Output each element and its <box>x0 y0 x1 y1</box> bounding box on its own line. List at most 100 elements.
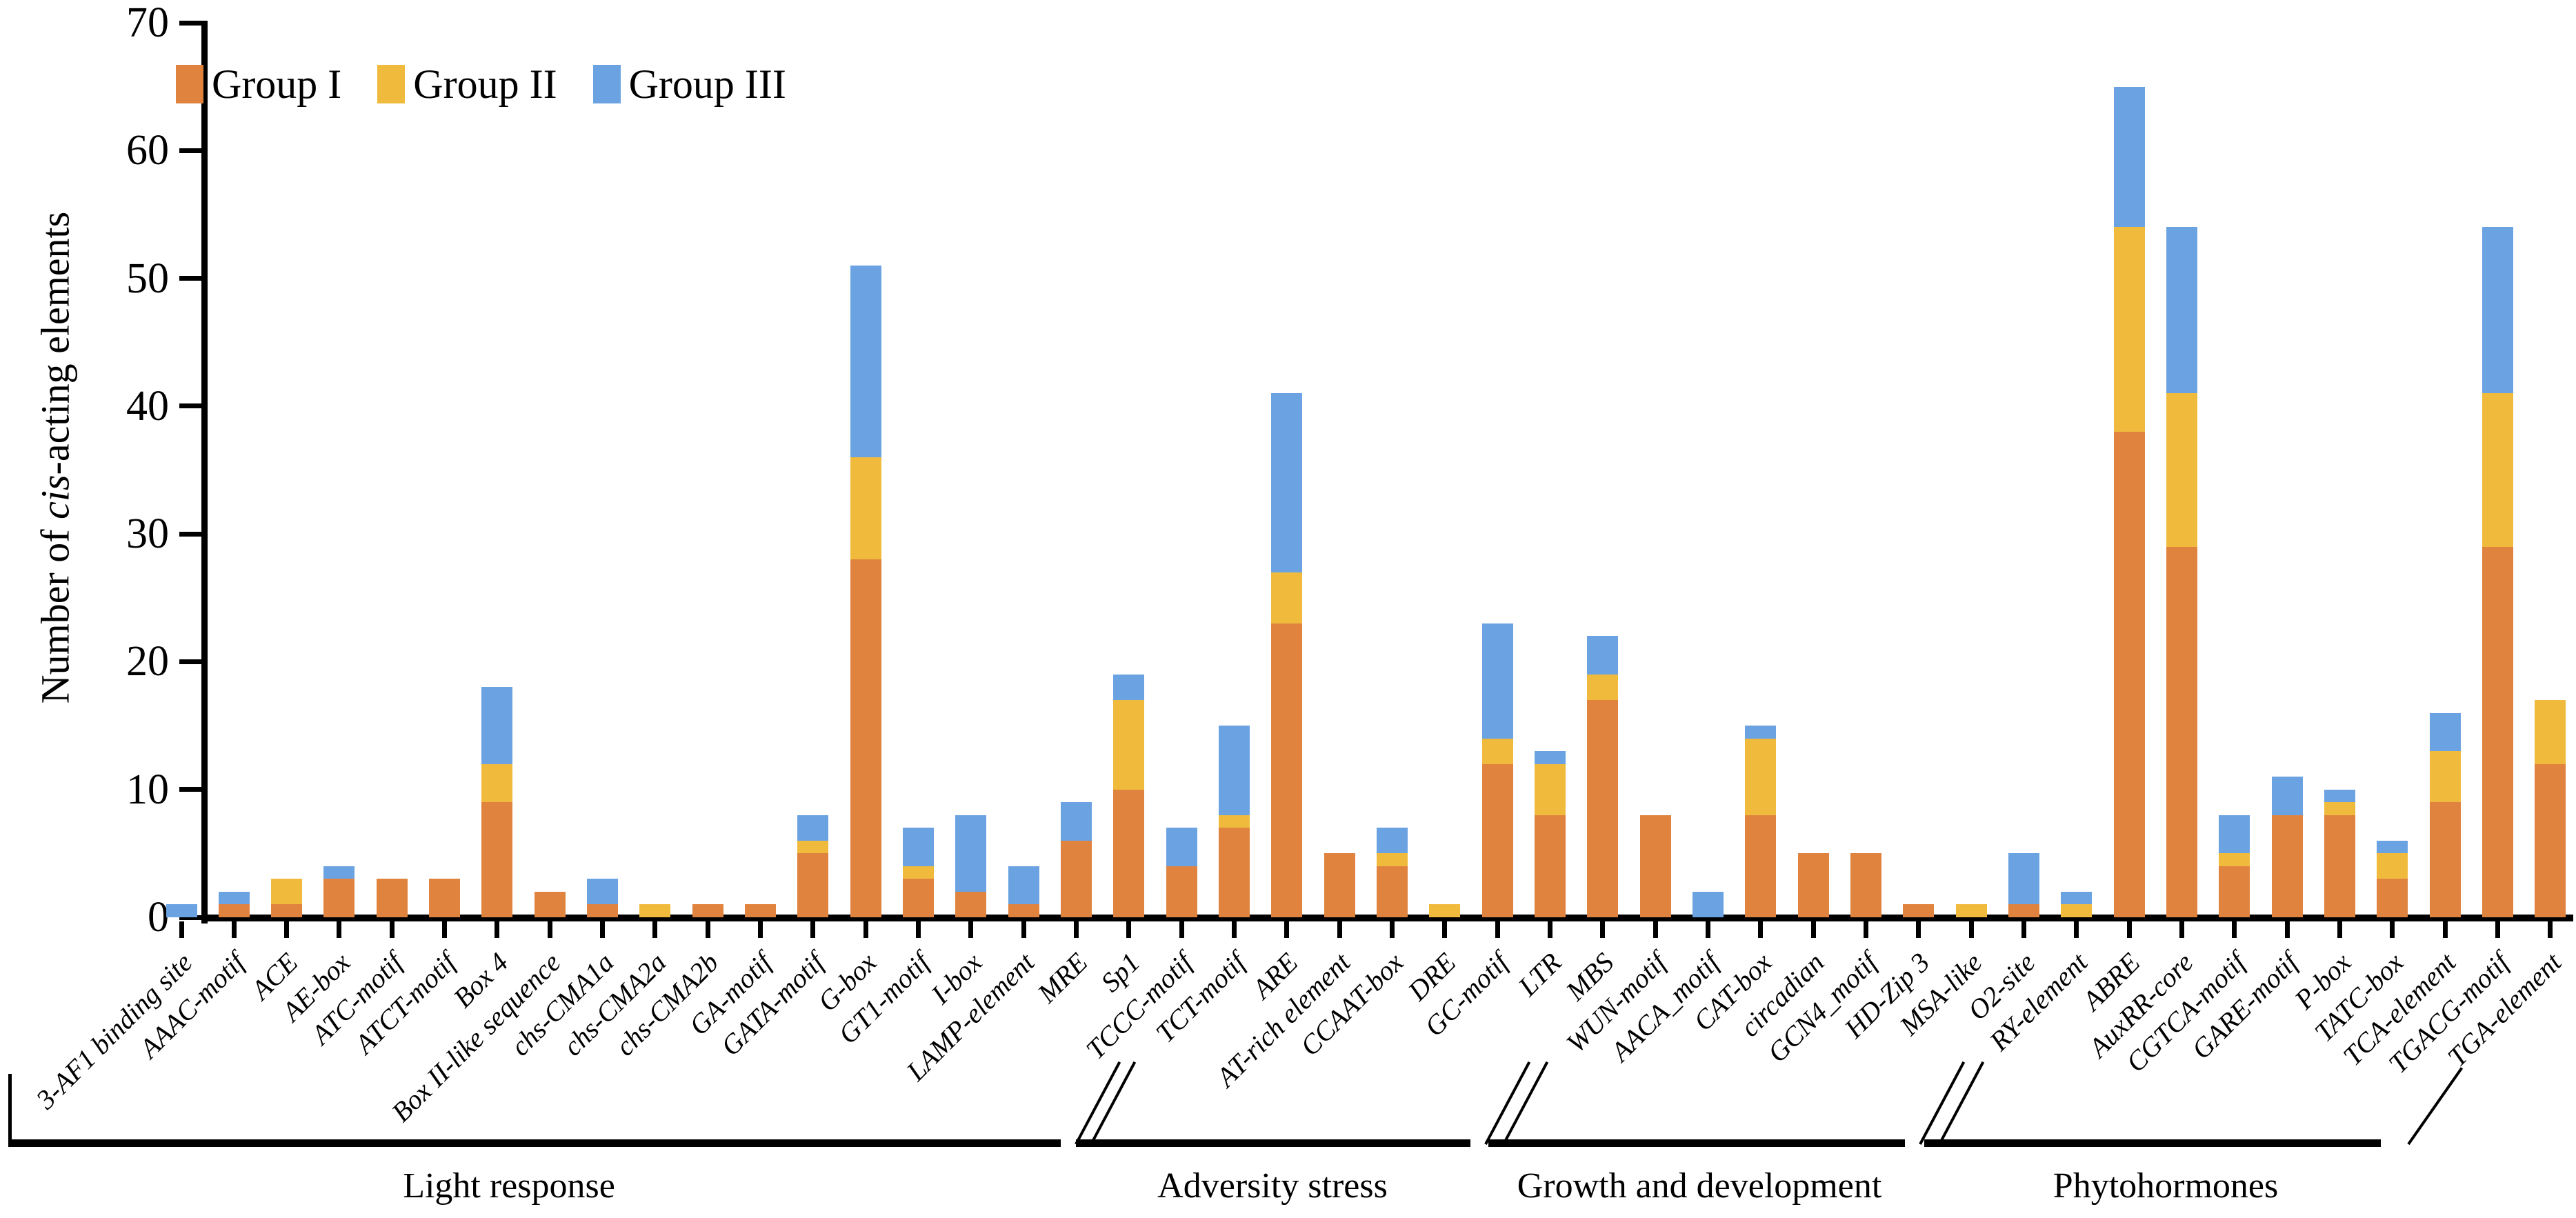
x-tick <box>2548 921 2553 938</box>
y-tick <box>179 659 202 664</box>
x-tick <box>1074 921 1079 938</box>
group-bracket <box>8 1139 1061 1147</box>
bar-segment-group-i <box>2219 866 2250 917</box>
bar-segment-group-iii <box>2008 853 2040 905</box>
y-tick-label: 30 <box>126 510 169 558</box>
bar-segment-group-iii <box>587 879 619 905</box>
bar-segment-group-ii <box>797 840 829 854</box>
x-tick <box>1232 921 1237 938</box>
bar-segment-group-ii <box>2324 802 2356 815</box>
bar-segment-group-i <box>323 879 355 917</box>
x-tick <box>547 921 552 938</box>
bar-segment-group-ii <box>1113 700 1145 790</box>
bar-segment-group-iii <box>797 815 829 841</box>
bar-segment-group-i <box>1166 866 1197 917</box>
legend: Group I Group II Group III <box>176 63 822 105</box>
legend-item: Group II <box>377 63 557 105</box>
bar-segment-group-i <box>1535 815 1566 917</box>
bar-segment-group-i <box>429 879 461 917</box>
bar-segment-group-ii <box>2429 751 2461 803</box>
x-tick <box>1284 921 1290 938</box>
group-bracket <box>1924 1139 2381 1147</box>
y-tick-label: 50 <box>126 254 169 302</box>
bar-segment-group-iii <box>1587 636 1619 675</box>
bar-segment-group-i <box>2324 815 2356 917</box>
bar-segment-group-i <box>2113 431 2145 917</box>
bar-segment-group-i <box>745 904 777 917</box>
bar-segment-group-i <box>2429 802 2461 917</box>
bar-segment-group-iii <box>903 828 935 866</box>
x-tick <box>916 921 921 938</box>
y-tick-label: 70 <box>126 0 169 46</box>
bar-segment-group-ii <box>2166 393 2198 547</box>
x-tick <box>495 921 500 938</box>
bar-segment-group-iii <box>2219 815 2250 854</box>
bar-segment-group-i <box>1797 853 1829 917</box>
y-tick-label: 0 <box>148 894 169 941</box>
bar-segment-group-i <box>2271 815 2303 917</box>
bar-segment-group-i <box>1903 904 1935 917</box>
x-tick <box>1968 921 1974 938</box>
bar-segment-group-iii <box>1166 828 1197 866</box>
y-tick <box>179 531 202 537</box>
y-tick-label: 10 <box>126 766 169 813</box>
bar-segment-group-iii <box>323 866 355 879</box>
bar-segment-group-ii <box>639 904 671 917</box>
bar-segment-group-i <box>955 891 987 917</box>
bar-segment-group-ii <box>2535 700 2566 764</box>
y-tick-label: 40 <box>126 382 169 430</box>
y-tick-label: 20 <box>126 638 169 686</box>
bar-segment-group-ii <box>2482 393 2514 547</box>
x-tick <box>705 921 710 938</box>
x-tick <box>2390 921 2395 938</box>
group-label: Adversity stress <box>1157 1166 1388 1206</box>
bar-segment-group-i <box>1271 623 1303 917</box>
y-axis-line <box>201 21 208 924</box>
x-tick <box>2074 921 2079 938</box>
bar-segment-group-i <box>1113 789 1145 917</box>
bar-segment-group-iii <box>1481 623 1513 739</box>
y-tick <box>179 20 202 26</box>
bar-segment-group-i <box>2482 546 2514 917</box>
legend-label: Group I <box>212 61 342 107</box>
bar-segment-group-ii <box>1429 904 1461 917</box>
bar-segment-group-i <box>692 904 723 917</box>
x-tick <box>2126 921 2132 938</box>
x-tick <box>600 921 606 938</box>
x-tick <box>652 921 658 938</box>
x-tick <box>389 921 395 938</box>
bar-segment-group-i <box>2166 546 2198 917</box>
x-tick <box>2021 921 2027 938</box>
bar-segment-group-iii <box>1113 674 1145 700</box>
bar-segment-group-iii <box>1377 828 1408 854</box>
bar-segment-group-ii <box>1271 572 1303 623</box>
bar-segment-group-ii <box>481 763 513 803</box>
bar-segment-group-iii <box>481 687 513 764</box>
x-tick <box>2284 921 2290 938</box>
bar-segment-group-iii <box>2429 712 2461 752</box>
bar-segment-group-iii <box>2377 840 2408 854</box>
bracket-left-end <box>8 1074 12 1143</box>
x-tick <box>1442 921 1448 938</box>
x-tick <box>1126 921 1132 938</box>
bar-segment-group-ii <box>1587 674 1619 700</box>
bar-segment-group-i <box>534 891 566 917</box>
group-bracket <box>1076 1139 1470 1147</box>
bar-segment-group-ii <box>271 879 303 905</box>
y-tick <box>179 915 202 920</box>
legend-label: Group II <box>413 61 557 107</box>
bar-segment-group-i <box>1324 853 1355 917</box>
x-tick <box>968 921 974 938</box>
x-tick <box>2495 921 2501 938</box>
y-tick-label: 60 <box>126 127 169 174</box>
bar-segment-group-i <box>481 802 513 917</box>
bar-segment-group-i <box>1639 815 1671 917</box>
bar-segment-group-iii <box>1008 866 1039 905</box>
bar-segment-group-iii <box>1693 891 1724 917</box>
bar-segment-group-iii <box>2113 86 2145 228</box>
group-label: Light response <box>403 1166 615 1206</box>
bar-segment-group-i <box>2377 879 2408 917</box>
bar-segment-group-i <box>587 904 619 917</box>
